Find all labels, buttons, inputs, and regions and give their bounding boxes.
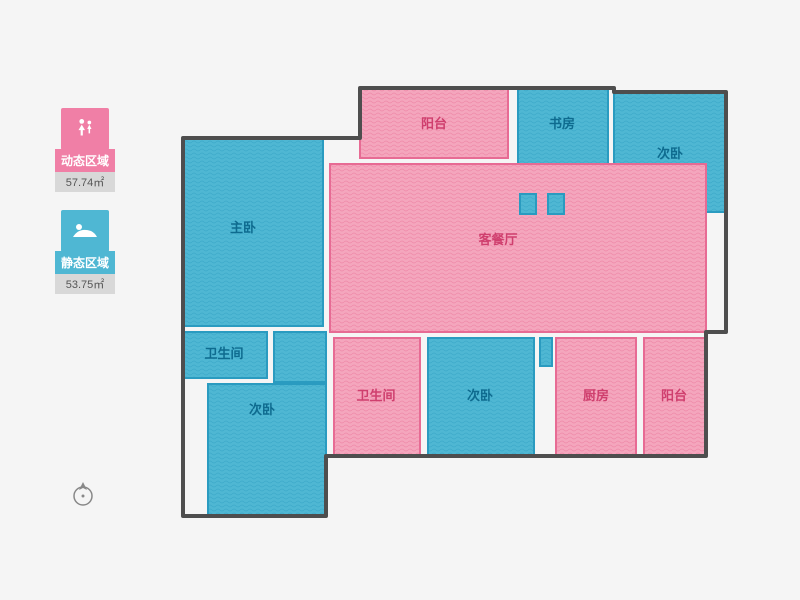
room-label: 厨房	[583, 388, 609, 403]
room-extra	[548, 194, 564, 214]
room-客餐厅	[330, 164, 706, 332]
floor-plan-canvas: 阳台书房次卧主卧客餐厅卫生间次卧卫生间次卧厨房阳台	[0, 0, 800, 600]
room-label: 卫生间	[204, 346, 243, 361]
dynamic-zone-icon	[61, 108, 109, 150]
legend-dynamic-title: 动态区域	[55, 149, 115, 172]
legend-static: 静态区域 53.75㎡	[55, 210, 115, 294]
room-extra	[520, 194, 536, 214]
room-label: 次卧	[657, 146, 683, 161]
room-label: 次卧	[467, 388, 493, 403]
compass-icon	[68, 478, 98, 508]
legend-dynamic: 动态区域 57.74㎡	[55, 108, 115, 192]
room-label: 主卧	[230, 220, 256, 235]
room-label: 书房	[549, 116, 575, 131]
legend-static-title: 静态区域	[55, 251, 115, 274]
room-label: 阳台	[661, 388, 687, 403]
room-label: 卫生间	[356, 388, 395, 403]
legend-dynamic-value: 57.74㎡	[55, 172, 115, 192]
room-extra	[540, 338, 552, 366]
room-label: 客餐厅	[478, 232, 517, 247]
legend-static-value: 53.75㎡	[55, 274, 115, 294]
room-label: 次卧	[249, 402, 275, 417]
room-extra	[274, 332, 326, 382]
room-label: 阳台	[421, 116, 447, 131]
static-zone-icon	[61, 210, 109, 252]
